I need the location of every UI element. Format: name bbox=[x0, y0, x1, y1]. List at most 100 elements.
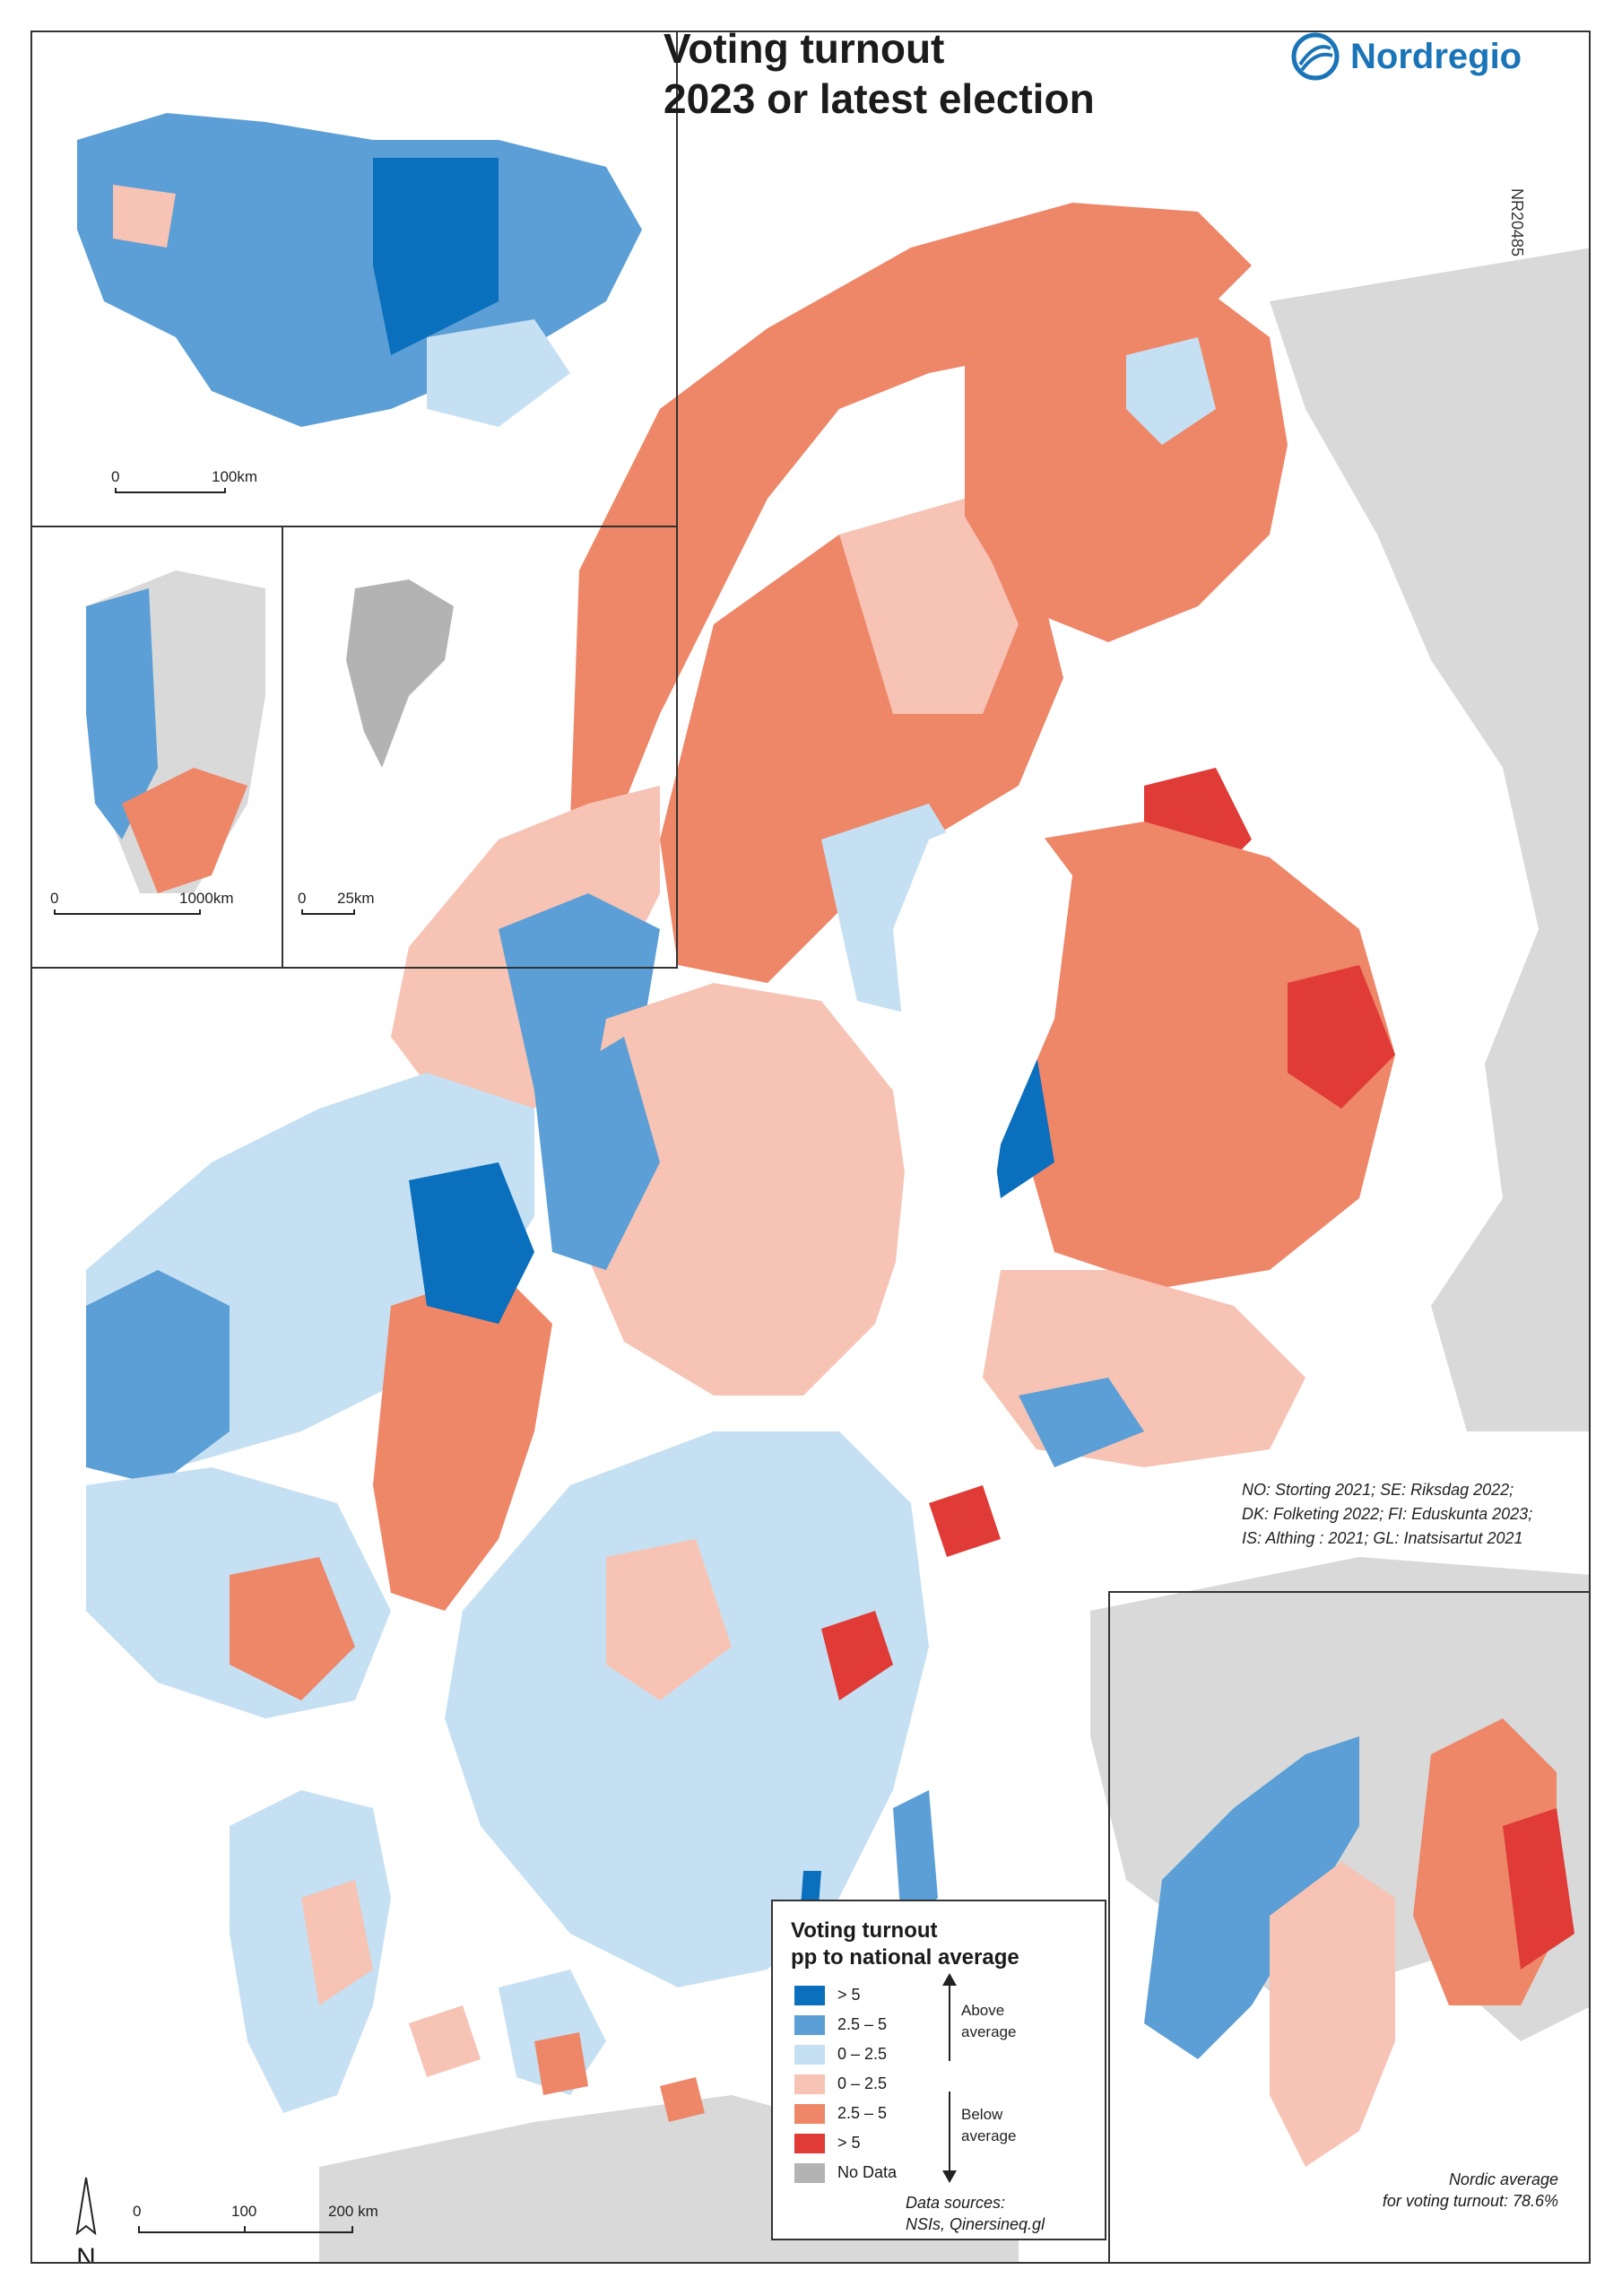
main-scale-zero: 0 bbox=[133, 2203, 142, 2220]
below-average-arrow bbox=[949, 2092, 950, 2172]
faroe-scale-end: 25km bbox=[337, 890, 375, 907]
sweden-stockholm-red bbox=[821, 1611, 893, 1700]
greenland-scale-end: 1000km bbox=[179, 890, 234, 907]
norway-south-red bbox=[230, 1557, 355, 1700]
denmark-funen bbox=[409, 2005, 481, 2077]
sweden-jamtland-blue bbox=[534, 1037, 660, 1270]
legend-title-line-1: Voting turnout bbox=[791, 1918, 938, 1943]
mini-nordic-sweden bbox=[1270, 1862, 1395, 2167]
sweden-south bbox=[445, 1431, 929, 1987]
denmark-zealand-red bbox=[534, 2032, 588, 2095]
main-scale-end: 200 km bbox=[328, 2203, 378, 2220]
legend-swatch bbox=[794, 2044, 825, 2065]
russia-land bbox=[1270, 248, 1589, 1431]
iceland-inset-dark bbox=[373, 158, 499, 355]
legend-label: > 5 bbox=[837, 2134, 861, 2152]
nordic-average-line-1: Nordic average bbox=[1448, 2170, 1558, 2188]
legend-swatch bbox=[794, 1985, 825, 2005]
title-line-1: Voting turnout bbox=[664, 25, 945, 72]
sweden-mid bbox=[570, 983, 911, 1396]
greenland-scale-bar bbox=[54, 909, 201, 915]
above-average-label: Above average bbox=[961, 2000, 1016, 2043]
legend-row: > 5 bbox=[794, 1980, 1087, 2010]
map-title: Voting turnout 2023 or latest election bbox=[664, 23, 1095, 124]
faroe-inset-land bbox=[346, 579, 454, 768]
finland-south-blue bbox=[1019, 1378, 1144, 1467]
legend-row: 0 – 2.5 bbox=[794, 2039, 1087, 2069]
below-average-label: Below average bbox=[961, 2104, 1016, 2147]
legend-swatch bbox=[794, 2162, 825, 2183]
election-source-line-2: DK: Folketing 2022; FI: Eduskunta 2023; bbox=[1242, 1505, 1533, 1523]
gulf-of-bothnia bbox=[875, 804, 1072, 1503]
sweden-norrbotten-light bbox=[839, 499, 1019, 714]
iceland-inset-red bbox=[113, 185, 176, 248]
arrow-down-icon bbox=[942, 2170, 957, 2183]
aland-red bbox=[929, 1485, 1001, 1557]
legend-row: > 5 bbox=[794, 2128, 1087, 2158]
iceland-scale-bar bbox=[115, 488, 226, 493]
arrow-up-icon bbox=[942, 1973, 957, 1986]
norway-north bbox=[570, 203, 1252, 822]
legend-label: 0 – 2.5 bbox=[837, 2074, 888, 2092]
north-arrow-icon bbox=[75, 2177, 97, 2236]
north-letter: N bbox=[76, 2243, 96, 2264]
data-sources-line-2: NSIs, Qinersineq.gl bbox=[906, 2215, 1045, 2233]
nordregio-logo-text: Nordregio bbox=[1350, 36, 1522, 76]
mini-nordic-norway bbox=[1144, 1736, 1359, 2059]
legend-row: 0 – 2.5 bbox=[794, 2069, 1087, 2099]
above-average-line-1: Above bbox=[961, 2002, 1005, 2019]
legend-swatch bbox=[794, 2074, 825, 2094]
finland-east-red bbox=[1288, 965, 1395, 1109]
below-average-line-2: average bbox=[961, 2127, 1017, 2144]
finland-mid bbox=[1001, 822, 1395, 1288]
iceland-scale-end: 100km bbox=[212, 468, 258, 485]
above-average-arrow bbox=[949, 1980, 950, 2061]
legend-label: No Data bbox=[837, 2163, 898, 2181]
faroe-inset-frame bbox=[282, 526, 678, 969]
above-average-line-2: average bbox=[961, 2023, 1017, 2040]
legend-label: 2.5 – 5 bbox=[837, 2104, 888, 2122]
finland-south bbox=[983, 1270, 1305, 1467]
iceland-inset-frame bbox=[32, 32, 678, 527]
nordic-average-line-2: for voting turnout: 78.6% bbox=[1382, 2192, 1558, 2210]
north-arrow: N bbox=[68, 2176, 104, 2264]
faroe-scale-bar bbox=[301, 909, 355, 915]
denmark-jutland-red bbox=[301, 1880, 373, 2005]
faroe-scale-zero: 0 bbox=[298, 890, 307, 907]
election-source-line-1: NO: Storting 2021; SE: Riksdag 2022; bbox=[1242, 1481, 1514, 1499]
data-sources-line-1: Data sources: bbox=[906, 2194, 1006, 2212]
legend-label: > 5 bbox=[837, 1986, 861, 2004]
finland-lapland-blue bbox=[1126, 337, 1216, 445]
sweden-gotland bbox=[893, 1790, 938, 1934]
finland-lapland bbox=[965, 283, 1288, 642]
greenland-scale-zero: 0 bbox=[50, 890, 59, 907]
legend-row: No Data bbox=[794, 2158, 1087, 2187]
legend-label: 2.5 – 5 bbox=[837, 2015, 888, 2033]
election-sources-note: NO: Storting 2021; SE: Riksdag 2022; DK:… bbox=[1242, 1478, 1532, 1551]
nordregio-logo-icon bbox=[1291, 32, 1340, 81]
title-line-2: 2023 or latest election bbox=[664, 75, 1095, 122]
mini-map-frame bbox=[1108, 1591, 1589, 2262]
main-scale-mid-tick bbox=[244, 2226, 246, 2233]
legend-row: 2.5 – 5 bbox=[794, 2099, 1087, 2128]
legend-swatch bbox=[794, 2133, 825, 2153]
legend-label: 0 – 2.5 bbox=[837, 2045, 888, 2063]
map-reference-code: NR20485 bbox=[1508, 188, 1526, 257]
nordic-average-note: Nordic average for voting turnout: 78.6% bbox=[1316, 2169, 1558, 2212]
greenland-inset-west bbox=[86, 588, 158, 839]
legend-row: 2.5 – 5 bbox=[794, 2010, 1087, 2039]
legend-swatch bbox=[794, 2103, 825, 2124]
greenland-inset-south bbox=[122, 768, 247, 893]
norway-east bbox=[373, 1270, 552, 1611]
election-source-line-3: IS: Althing : 2021; GL: Inatsisartut 202… bbox=[1242, 1529, 1523, 1547]
sweden-south-red bbox=[606, 1539, 732, 1700]
bornholm bbox=[660, 2077, 705, 2122]
greenland-inset-frame bbox=[32, 526, 283, 969]
nordregio-logo: Nordregio bbox=[1291, 32, 1522, 81]
norway-innlandet-blue bbox=[409, 1162, 534, 1324]
iceland-inset-light bbox=[427, 319, 570, 427]
norway-west-blue bbox=[86, 1270, 230, 1485]
main-scale-mid: 100 bbox=[231, 2203, 257, 2220]
legend: Voting turnout pp to national average > … bbox=[771, 1900, 1106, 2240]
below-average-line-1: Below bbox=[961, 2106, 1003, 2123]
